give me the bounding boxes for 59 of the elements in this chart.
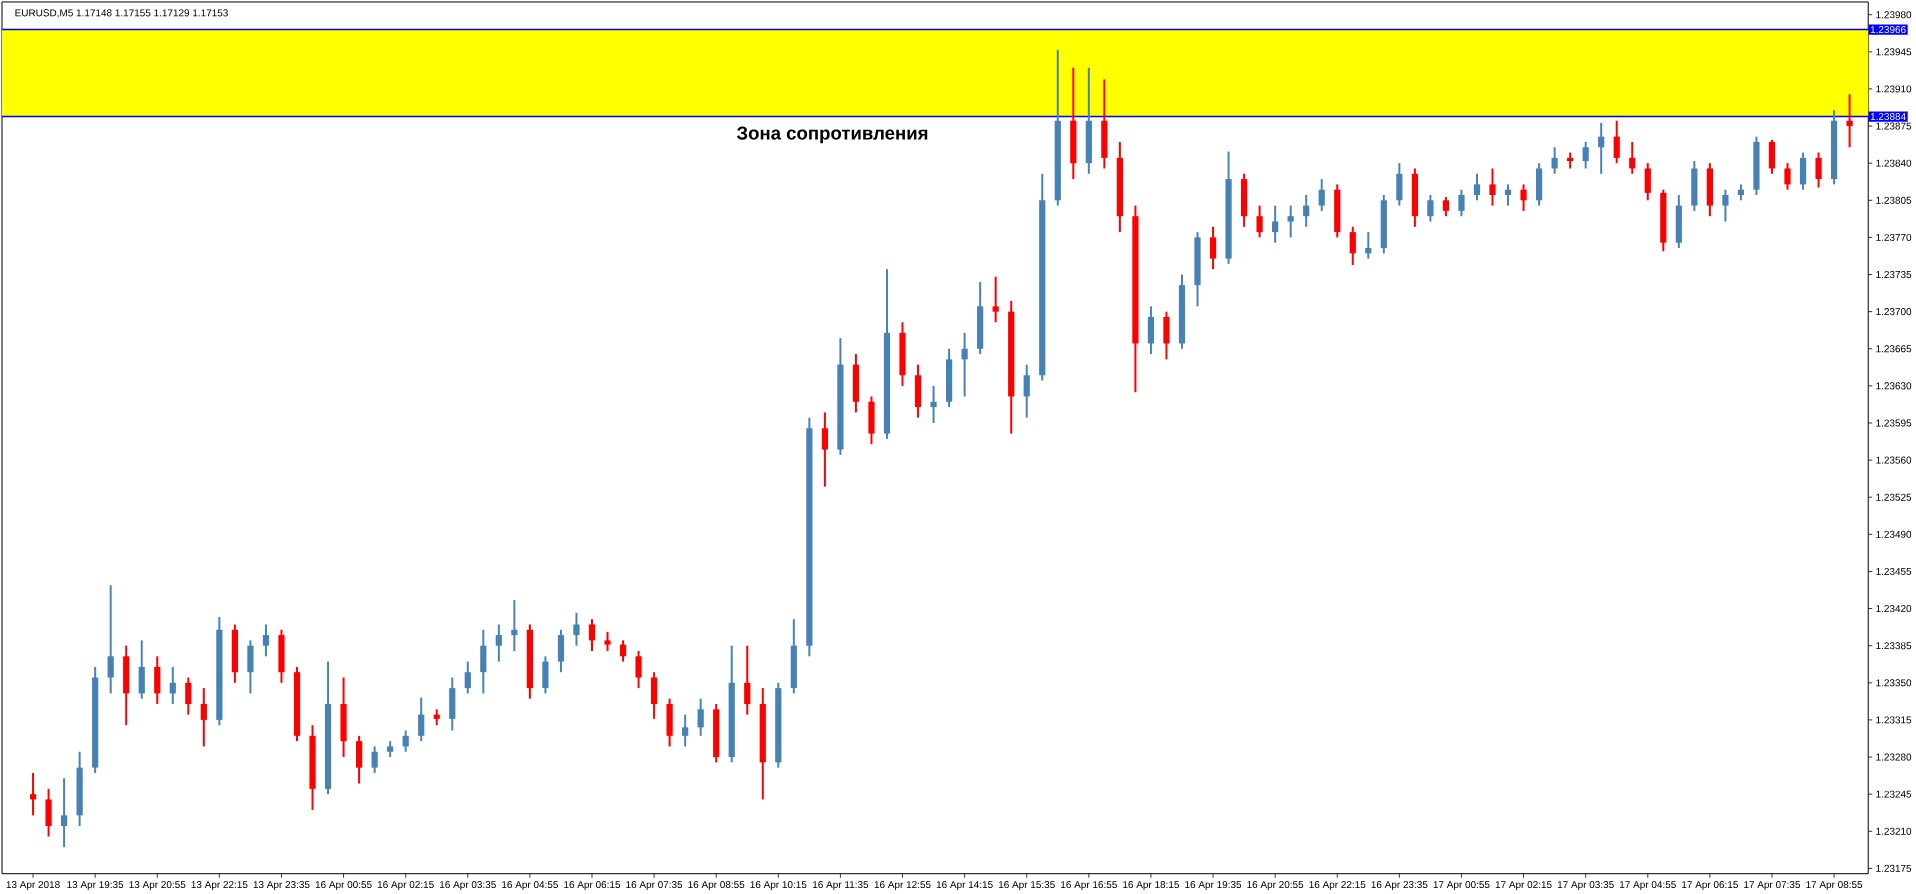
- x-tick-label: 16 Apr 04:55: [502, 880, 558, 890]
- y-tick-label: 1.23980: [1876, 10, 1912, 18]
- y-tick-label: 1.23840: [1876, 159, 1912, 167]
- x-tick-label: 16 Apr 23:35: [1371, 880, 1428, 890]
- x-tick-label: 17 Apr 03:35: [1557, 880, 1614, 890]
- x-tick-label: 17 Apr 00:55: [1433, 880, 1490, 890]
- x-tick-label: 17 Apr 06:15: [1682, 880, 1738, 890]
- y-tick-label: 1.23770: [1876, 233, 1912, 241]
- candlestick: [604, 630, 611, 652]
- x-tick-label: 16 Apr 03:35: [440, 880, 496, 890]
- x-tick-label: 13 Apr 23:35: [253, 880, 310, 890]
- x-tick-label: 17 Apr 08:55: [1806, 880, 1863, 890]
- x-tick-label: 16 Apr 12:55: [874, 880, 931, 890]
- y-tick-label: 1.23735: [1876, 270, 1912, 278]
- x-tick-label: 16 Apr 11:35: [813, 880, 869, 890]
- x-tick-label: 17 Apr 07:35: [1744, 880, 1801, 890]
- x-tick-label: 16 Apr 06:15: [564, 880, 621, 890]
- x-tick-label: 16 Apr 15:35: [998, 880, 1055, 890]
- y-tick-label: 1.23245: [1876, 790, 1912, 798]
- x-tick-label: 13 Apr 19:35: [67, 880, 124, 890]
- y-tick-label: 1.23175: [1876, 864, 1912, 872]
- x-tick-label: 16 Apr 20:55: [1247, 880, 1304, 890]
- y-tick-label: 1.23455: [1876, 567, 1912, 575]
- y-tick-label: 1.23945: [1876, 48, 1912, 56]
- y-tick-label: 1.23805: [1876, 196, 1912, 204]
- x-tick-label: 16 Apr 00:55: [315, 880, 372, 890]
- y-tick-label: 1.23420: [1876, 604, 1912, 612]
- y-tick-label: 1.23665: [1876, 344, 1912, 353]
- ref-line-label: 1.23884: [1870, 112, 1906, 120]
- y-tick-label: 1.23560: [1876, 456, 1912, 464]
- x-tick-label: 16 Apr 19:35: [1185, 880, 1242, 890]
- x-tick-label: 17 Apr 04:55: [1620, 880, 1676, 890]
- y-tick-label: 1.23700: [1876, 307, 1912, 315]
- x-tick-label: 13 Apr 22:15: [191, 880, 248, 890]
- x-tick-label: 16 Apr 18:15: [1123, 880, 1180, 890]
- y-tick-label: 1.23525: [1876, 493, 1912, 501]
- x-tick-label: 16 Apr 10:15: [750, 880, 807, 890]
- y-tick-label: 1.23350: [1876, 679, 1912, 687]
- ref-line-label: 1.23966: [1870, 25, 1906, 33]
- x-tick-label: 16 Apr 16:55: [1061, 880, 1117, 890]
- y-tick-label: 1.23210: [1876, 827, 1912, 835]
- band-label: Зона сопротивления: [736, 126, 928, 144]
- y-tick-label: 1.23490: [1876, 530, 1912, 538]
- x-tick-label: 16 Apr 08:55: [688, 880, 745, 890]
- x-tick-label: 16 Apr 02:15: [377, 880, 434, 890]
- x-tick-label: 16 Apr 07:35: [626, 880, 683, 890]
- x-tick-label: 17 Apr 02:15: [1495, 880, 1552, 890]
- y-tick-label: 1.23595: [1876, 419, 1912, 427]
- y-tick-label: 1.23630: [1876, 382, 1912, 390]
- x-tick-label: 16 Apr 22:15: [1309, 880, 1366, 890]
- x-tick-label: 13 Apr 2018: [6, 880, 60, 890]
- y-tick-label: 1.23280: [1876, 753, 1912, 761]
- y-tick-label: 1.23315: [1876, 716, 1912, 724]
- x-tick-label: 13 Apr 20:55: [129, 880, 186, 890]
- text: EURUSD,M5 1.17148 1.17155 1.17129 1.17153: [15, 9, 228, 18]
- y-tick-label: 1.23385: [1876, 641, 1912, 649]
- y-tick-label: 1.23910: [1876, 85, 1912, 93]
- x-tick-label: 16 Apr 14:15: [936, 880, 993, 890]
- y-tick-label: 1.23875: [1876, 122, 1912, 130]
